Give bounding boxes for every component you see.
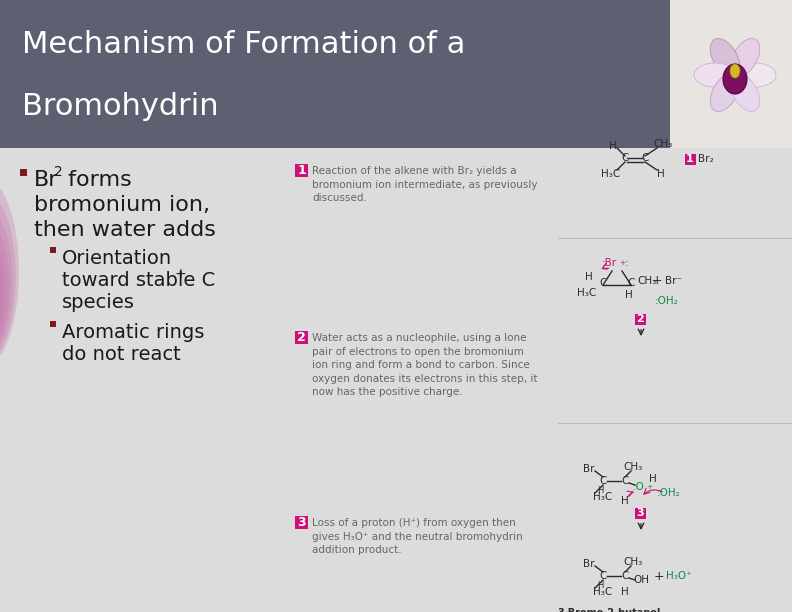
Text: :OH₂: :OH₂ <box>655 296 679 306</box>
Text: C: C <box>642 153 649 163</box>
Text: H: H <box>596 486 603 495</box>
Text: Bromohydrin: Bromohydrin <box>22 92 219 121</box>
Ellipse shape <box>730 39 760 77</box>
Text: do not react: do not react <box>62 345 181 364</box>
Ellipse shape <box>0 192 16 362</box>
Ellipse shape <box>0 247 3 346</box>
Bar <box>20 169 27 176</box>
Bar <box>50 321 56 327</box>
Text: 3: 3 <box>636 508 644 518</box>
Ellipse shape <box>710 39 740 77</box>
Text: C: C <box>627 278 634 288</box>
Text: 3-Bromo-2-butanol: 3-Bromo-2-butanol <box>558 608 661 612</box>
Text: Mechanism of Formation of a: Mechanism of Formation of a <box>22 30 466 59</box>
Text: Water acts as a nucleophile, using a lone
pair of electrons to open the bromoniu: Water acts as a nucleophile, using a lon… <box>312 333 538 397</box>
Text: C: C <box>621 476 629 486</box>
Text: Aromatic rings: Aromatic rings <box>62 323 204 342</box>
Text: forms: forms <box>61 170 131 190</box>
Ellipse shape <box>0 220 10 354</box>
Text: C: C <box>600 278 607 288</box>
FancyBboxPatch shape <box>295 516 308 529</box>
Ellipse shape <box>730 73 760 111</box>
Text: 2: 2 <box>54 165 63 179</box>
Ellipse shape <box>730 64 740 78</box>
Text: H: H <box>649 474 657 484</box>
Text: :Br: :Br <box>602 258 617 268</box>
Text: :O: :O <box>633 482 645 492</box>
Text: CH₃: CH₃ <box>653 139 672 149</box>
Text: :OH₂: :OH₂ <box>657 488 681 498</box>
Ellipse shape <box>723 64 747 94</box>
Text: +: + <box>646 484 652 490</box>
Text: Loss of a proton (H⁺) from oxygen then
gives H₃O⁺ and the neutral bromohydrin
ad: Loss of a proton (H⁺) from oxygen then g… <box>312 518 523 555</box>
Text: H: H <box>657 169 664 179</box>
Text: Br₂: Br₂ <box>698 154 714 164</box>
Text: toward stable C: toward stable C <box>62 271 215 290</box>
Text: 1: 1 <box>686 154 694 164</box>
Ellipse shape <box>734 63 776 87</box>
Ellipse shape <box>0 179 19 365</box>
Text: :: : <box>625 258 629 268</box>
FancyBboxPatch shape <box>295 164 308 177</box>
Text: species: species <box>62 293 135 312</box>
Text: H₃C: H₃C <box>601 169 621 179</box>
Ellipse shape <box>0 234 6 350</box>
Text: C: C <box>600 476 607 486</box>
Text: C: C <box>621 153 629 163</box>
Text: Orientation: Orientation <box>62 249 172 268</box>
Text: bromonium ion,: bromonium ion, <box>34 195 210 215</box>
FancyBboxPatch shape <box>670 0 792 148</box>
Text: Reaction of the alkene with Br₂ yields a
bromonium ion intermediate, as previous: Reaction of the alkene with Br₂ yields a… <box>312 166 538 203</box>
Text: 2: 2 <box>636 314 644 324</box>
Ellipse shape <box>710 73 740 111</box>
Text: 2: 2 <box>297 331 306 344</box>
Text: H: H <box>625 290 633 300</box>
Text: H: H <box>621 496 629 506</box>
FancyBboxPatch shape <box>0 0 792 148</box>
Text: 3: 3 <box>297 516 306 529</box>
Text: 1: 1 <box>297 164 306 177</box>
Text: +: + <box>652 275 662 288</box>
Text: CH₃: CH₃ <box>638 276 657 286</box>
Text: H: H <box>585 272 593 282</box>
Text: H₃C: H₃C <box>577 288 596 298</box>
Bar <box>50 247 56 253</box>
Text: H: H <box>596 581 603 590</box>
Text: H₃C: H₃C <box>593 492 613 502</box>
Text: OH: OH <box>633 575 649 585</box>
Text: +: + <box>653 570 664 583</box>
Text: CH₃: CH₃ <box>623 462 642 472</box>
Text: Br: Br <box>583 464 595 474</box>
Text: then water adds: then water adds <box>34 220 216 240</box>
Text: H₃C: H₃C <box>593 587 613 597</box>
Ellipse shape <box>694 63 736 87</box>
Text: +: + <box>174 267 186 281</box>
Text: C: C <box>600 571 607 581</box>
Text: +: + <box>619 260 625 266</box>
Text: H₃O⁺: H₃O⁺ <box>666 571 692 581</box>
FancyBboxPatch shape <box>685 154 696 165</box>
Text: Br: Br <box>34 170 59 190</box>
Text: C: C <box>621 571 629 581</box>
Text: H: H <box>609 141 617 151</box>
Ellipse shape <box>0 206 13 358</box>
Text: Br⁻: Br⁻ <box>664 276 681 286</box>
Text: Br: Br <box>583 559 595 569</box>
FancyBboxPatch shape <box>635 508 646 519</box>
Text: CH₃: CH₃ <box>623 557 642 567</box>
Text: H: H <box>621 587 629 597</box>
FancyBboxPatch shape <box>295 331 308 344</box>
FancyBboxPatch shape <box>635 314 646 325</box>
